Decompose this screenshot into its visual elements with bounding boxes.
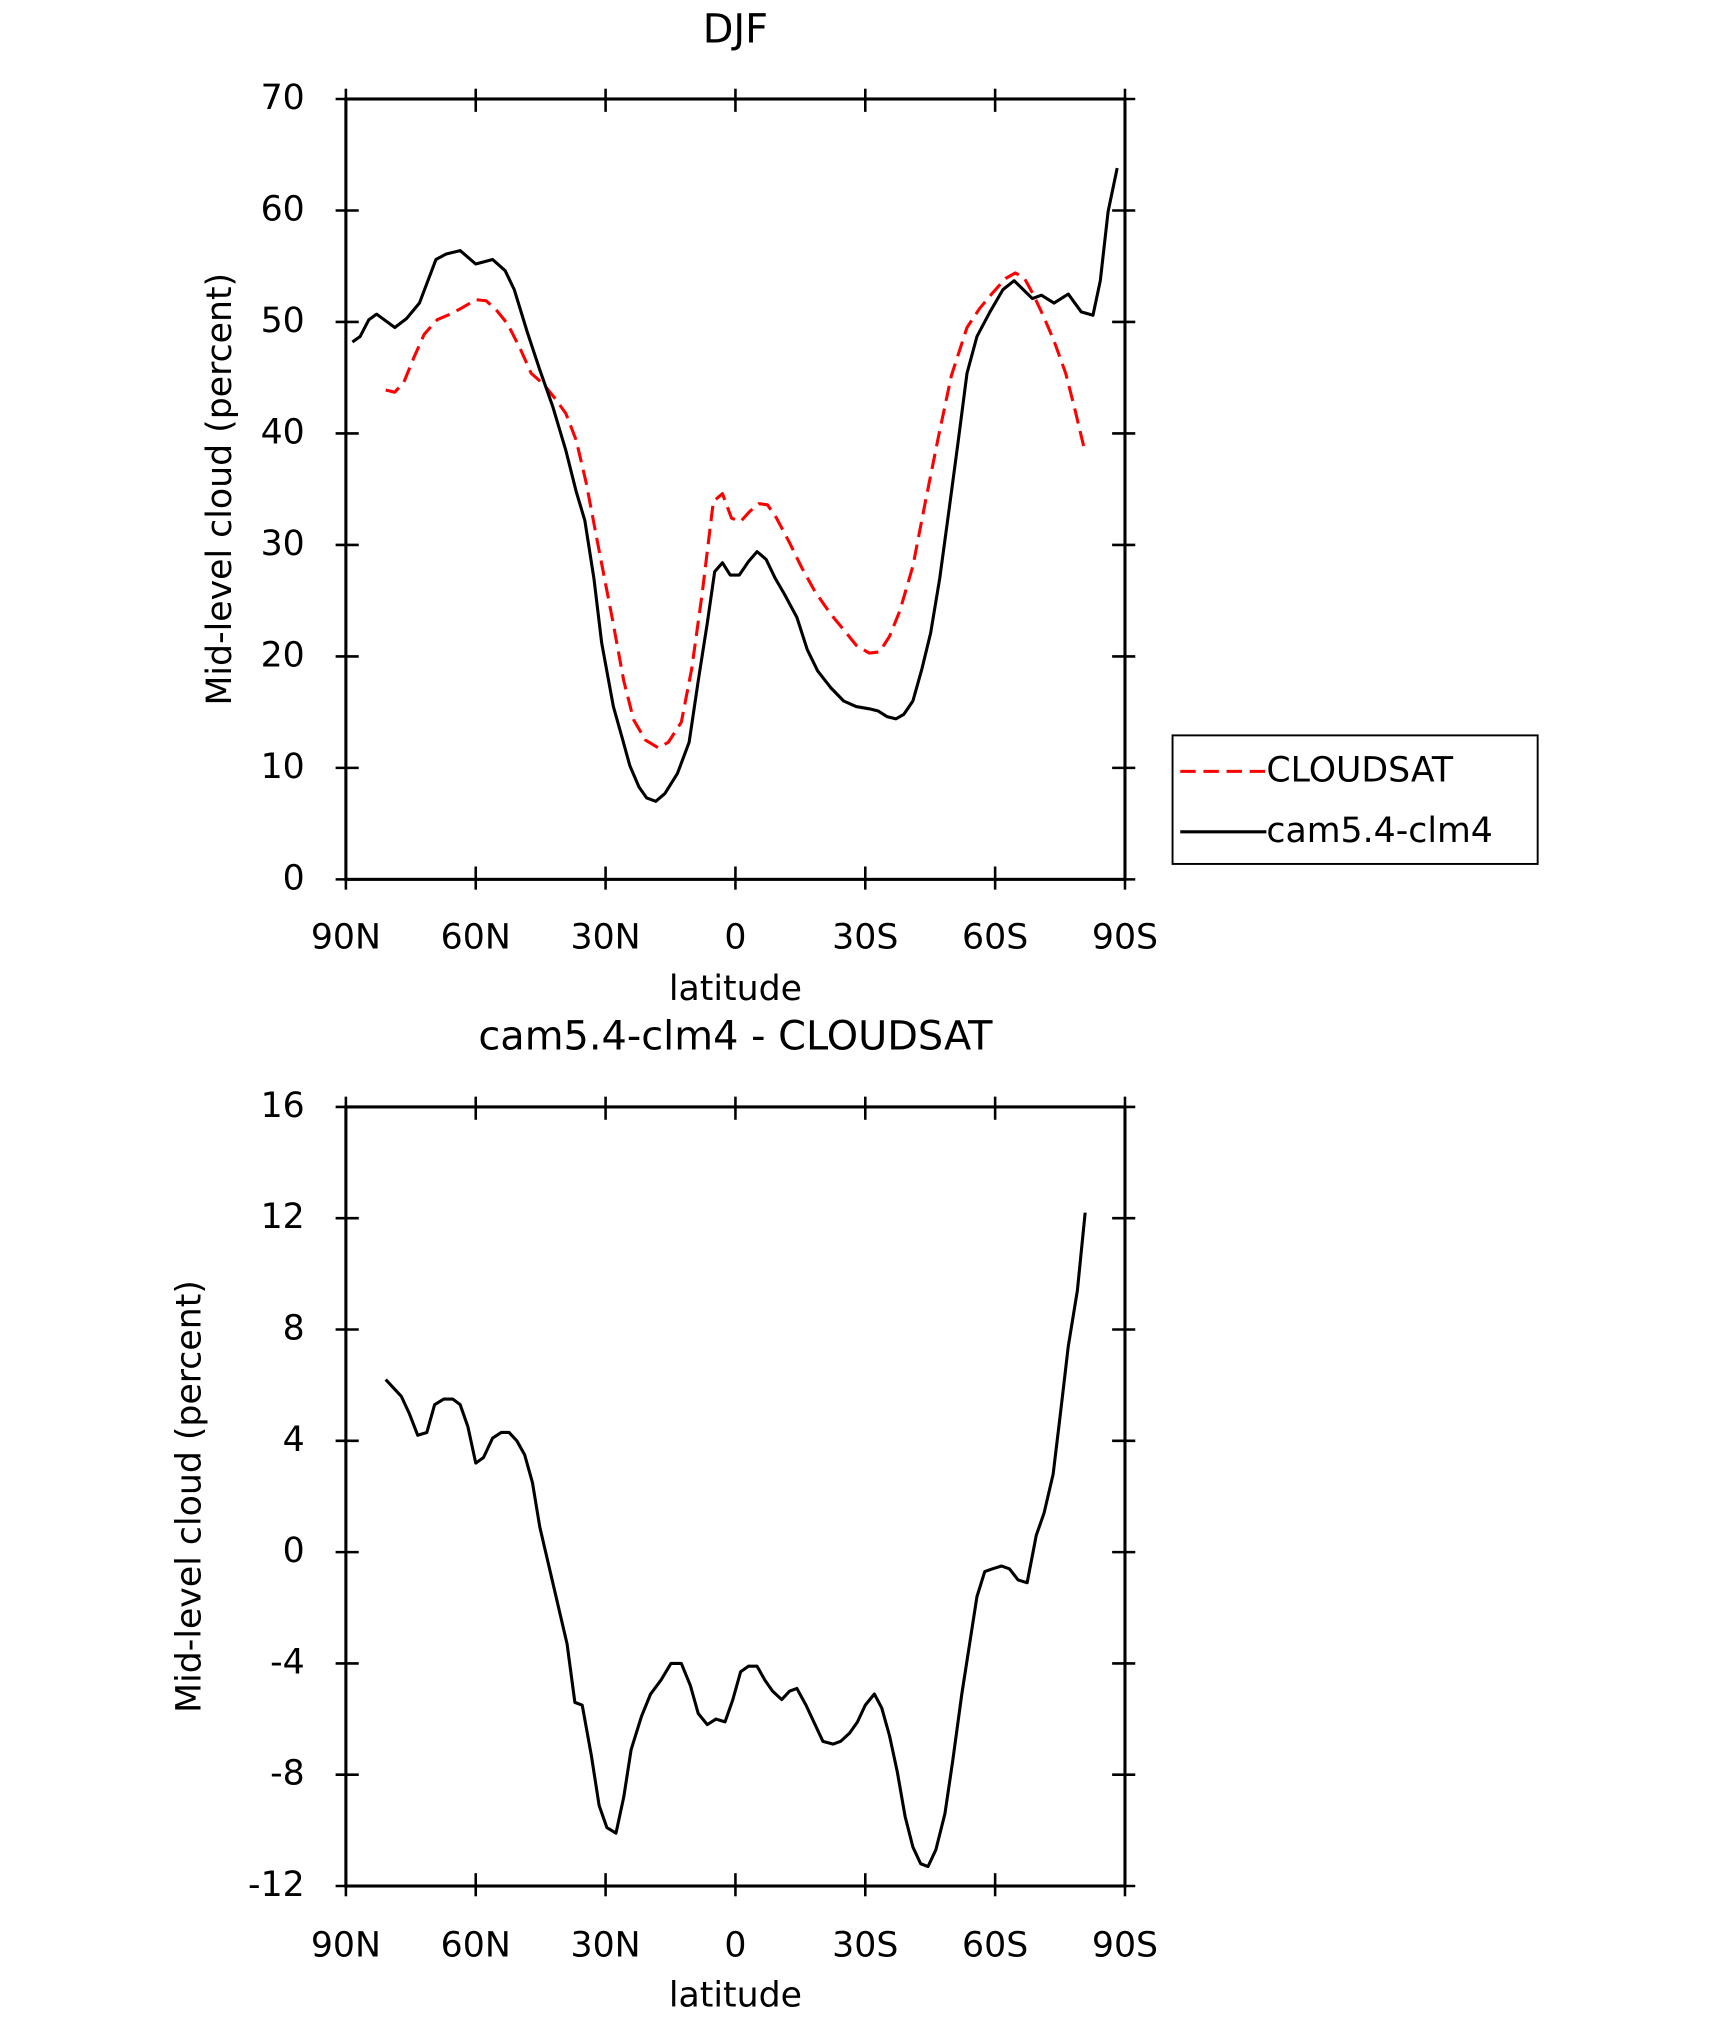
x-tick-label: 60S <box>962 918 1028 958</box>
y-tick-label: 4 <box>283 1420 305 1460</box>
x-axis-label: latitude <box>669 969 802 1009</box>
x-tick-label: 30N <box>571 1925 641 1965</box>
y-tick-label: 20 <box>261 635 305 675</box>
legend-label: cam5.4-clm4 <box>1266 811 1492 851</box>
x-tick-label: 90N <box>311 1925 381 1965</box>
y-tick-label: 30 <box>261 524 305 564</box>
y-tick-label: 0 <box>283 1531 305 1571</box>
plot-frame <box>344 1105 1127 1888</box>
x-tick-label: 90S <box>1092 918 1158 958</box>
legend-label: CLOUDSAT <box>1266 750 1453 790</box>
y-tick-label: -8 <box>270 1754 305 1794</box>
x-axis-label: latitude <box>669 1976 802 2016</box>
y-axis-label: Mid-level cloud (percent) <box>169 1280 209 1713</box>
y-tick-label: 40 <box>261 412 305 452</box>
legend: CLOUDSAT cam5.4-clm4 <box>1171 734 1539 865</box>
y-tick-label: 16 <box>261 1086 305 1126</box>
chart-title: DJF <box>703 7 768 53</box>
x-tick-label: 30S <box>832 918 898 958</box>
chart: cam5.4-clm4 - CLOUDSAT latitude Mid-level … <box>169 1013 1158 2015</box>
y-tick-label: 8 <box>283 1309 305 1349</box>
y-tick-label: 10 <box>261 747 305 787</box>
y-axis-label: Mid-level cloud (percent) <box>200 273 240 706</box>
y-tick-label: 0 <box>283 858 305 898</box>
x-tick-label: 60N <box>441 918 511 958</box>
chart: DJF latitude Mid-level cloud (percent) 90N 6… <box>200 7 1539 1009</box>
data-line <box>351 167 1119 803</box>
x-tick-label: 30S <box>832 1925 898 1965</box>
x-tick-label: 60S <box>962 1925 1028 1965</box>
x-tick-label: 30N <box>571 918 641 958</box>
y-tick-label: -12 <box>248 1865 305 1905</box>
x-tick-label: 0 <box>724 1925 746 1965</box>
plot-frame <box>344 97 1127 881</box>
data-line <box>385 271 1087 750</box>
y-tick-label: 50 <box>261 301 305 341</box>
chart-title: cam5.4-clm4 - CLOUDSAT <box>478 1013 993 1059</box>
y-tick-label: -4 <box>270 1642 305 1682</box>
y-tick-label: 12 <box>261 1197 305 1237</box>
y-tick-label: 70 <box>261 78 305 118</box>
legend-box <box>1171 734 1539 865</box>
x-tick-label: 0 <box>724 918 746 958</box>
x-tick-label: 60N <box>441 1925 511 1965</box>
y-tick-label: 60 <box>261 189 305 229</box>
x-tick-label: 90S <box>1092 1925 1158 1965</box>
data-line <box>384 1212 1087 1869</box>
x-tick-label: 90N <box>311 918 381 958</box>
